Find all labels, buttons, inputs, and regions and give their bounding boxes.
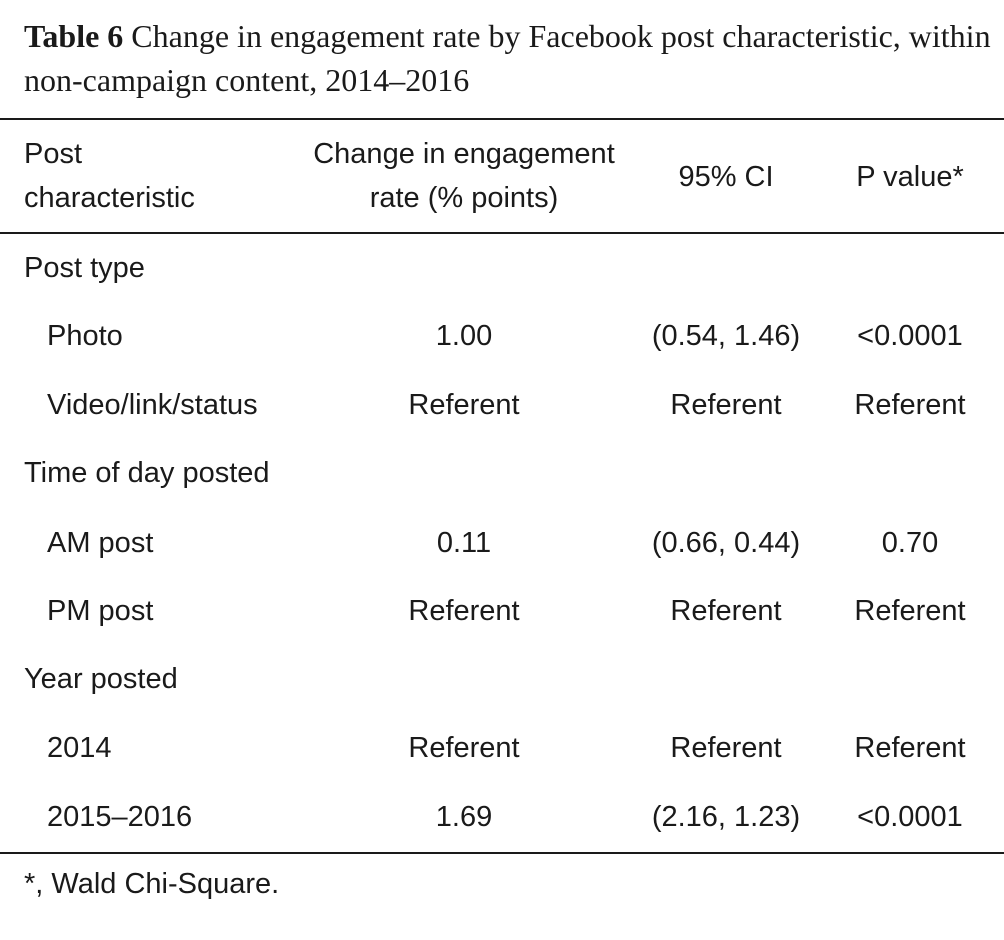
header-col2-line1: Change in engagement	[313, 138, 615, 170]
row-name: 2015–2016	[47, 801, 193, 833]
table-footnote: *, Wald Chi-Square.	[24, 868, 280, 900]
table-caption: Table 6 Change in engagement rate by Fac…	[24, 14, 996, 102]
row-change: 1.00	[435, 320, 493, 352]
row-ci: Referent	[670, 389, 782, 421]
header-ci: 95% CI	[678, 161, 774, 193]
row-p: <0.0001	[857, 801, 963, 833]
row-ci: (0.66, 0.44)	[651, 527, 801, 559]
header-change-in-engagement: Change in engagement rate (% points)	[284, 132, 644, 220]
row-name: PM post	[47, 595, 154, 627]
header-col1-line2: characteristic	[24, 182, 195, 214]
group-label-time-of-day: Time of day posted	[24, 457, 270, 489]
row-ci: Referent	[670, 732, 782, 764]
header-post-characteristic: Post characteristic	[24, 132, 195, 220]
row-p: <0.0001	[857, 320, 963, 352]
bottom-rule	[0, 852, 1004, 854]
row-name: 2014	[47, 732, 112, 764]
header-rule	[0, 232, 1004, 234]
header-col2-line2: rate (% points)	[369, 182, 559, 214]
table-title: Change in engagement rate by Facebook po…	[24, 18, 991, 98]
top-rule	[0, 118, 1004, 120]
row-p: 0.70	[881, 527, 939, 559]
row-ci: Referent	[670, 595, 782, 627]
row-change: 1.69	[435, 801, 493, 833]
row-name: AM post	[47, 527, 154, 559]
row-p: Referent	[854, 389, 966, 421]
row-change: 0.11	[436, 527, 492, 559]
row-name: Video/link/status	[47, 389, 258, 421]
row-change: Referent	[408, 595, 520, 627]
row-p: Referent	[854, 595, 966, 627]
table-label: Table 6	[24, 18, 124, 54]
row-change: Referent	[408, 389, 520, 421]
row-name: Photo	[47, 320, 123, 352]
group-label-post-type: Post type	[24, 252, 145, 284]
group-label-year-posted: Year posted	[24, 663, 178, 695]
row-ci: (0.54, 1.46)	[651, 320, 801, 352]
header-col1-line1: Post	[24, 138, 83, 170]
row-p: Referent	[854, 732, 966, 764]
row-ci: (2.16, 1.23)	[651, 801, 801, 833]
row-change: Referent	[408, 732, 520, 764]
header-p-value: P value*	[856, 161, 964, 193]
